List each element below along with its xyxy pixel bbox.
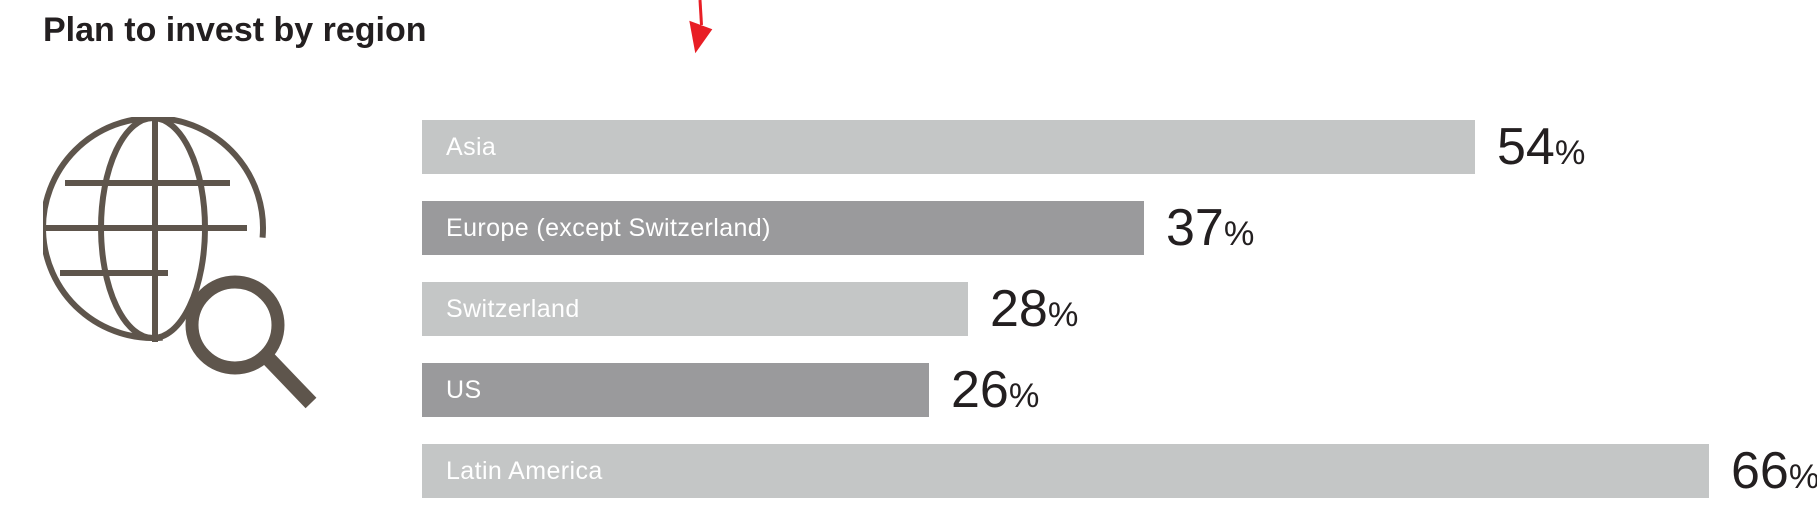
bar-value-number: 37: [1166, 199, 1224, 257]
bar-value-suffix: %: [1047, 296, 1079, 334]
red-down-arrow-icon: [689, 0, 713, 54]
bar-row: Asia 54%: [422, 120, 1817, 174]
bar-value-number: 66: [1731, 442, 1789, 500]
bar-category-label: Switzerland: [446, 294, 580, 323]
bar-value-label: 28%: [990, 283, 1078, 335]
bar-row: Latin America 66%: [422, 444, 1817, 498]
bar: Europe (except Switzerland): [422, 201, 1144, 255]
bar: Switzerland: [422, 282, 968, 336]
bar-value-suffix: %: [1008, 377, 1040, 415]
bar-row: US 26%: [422, 363, 1817, 417]
bar-chart: Asia 54% Europe (except Switzerland) 37%…: [422, 120, 1817, 525]
bar: US: [422, 363, 929, 417]
bar-category-label: Latin America: [446, 456, 603, 485]
magnifier-handle: [258, 348, 317, 409]
bar-value-suffix: %: [1788, 458, 1817, 496]
bar-value-label: 66%: [1731, 445, 1817, 497]
globe-outline: [43, 117, 266, 341]
bar-category-label: Asia: [446, 132, 497, 161]
globe-magnifier-icon: [43, 117, 317, 409]
bar-value-number: 54: [1497, 118, 1555, 176]
magnifier-lens: [185, 275, 285, 375]
bar-category-label: US: [446, 375, 482, 404]
bar-category-label: Europe (except Switzerland): [446, 213, 771, 242]
bar-row: Switzerland 28%: [422, 282, 1817, 336]
bar-value-number: 26: [951, 361, 1009, 419]
bar-value-suffix: %: [1223, 215, 1255, 253]
bar: Latin America: [422, 444, 1709, 498]
chart-title: Plan to invest by region: [43, 11, 427, 49]
bar-value-number: 28: [990, 280, 1048, 338]
bar: Asia: [422, 120, 1475, 174]
bar-value-suffix: %: [1554, 134, 1586, 172]
bar-row: Europe (except Switzerland) 37%: [422, 201, 1817, 255]
bar-value-label: 54%: [1497, 121, 1585, 173]
bar-value-label: 37%: [1166, 202, 1254, 254]
bar-value-label: 26%: [951, 364, 1039, 416]
